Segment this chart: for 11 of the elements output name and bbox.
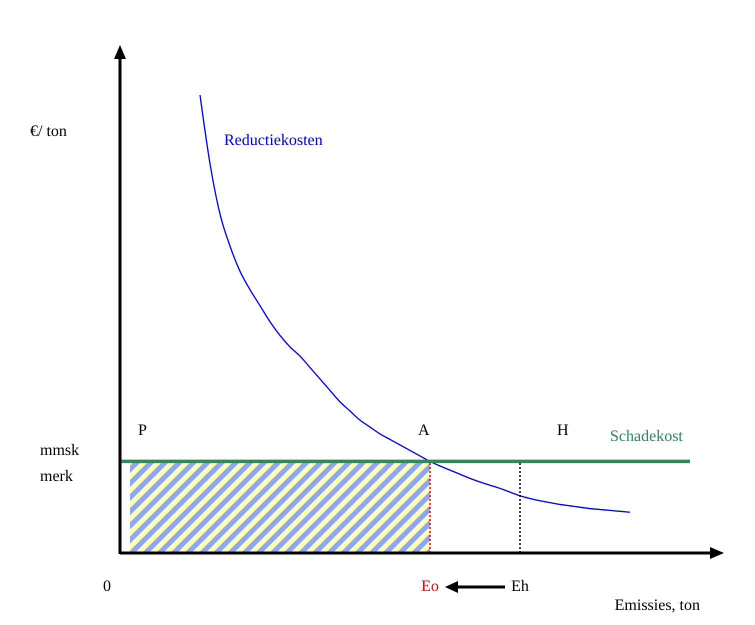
x-tick-label: Eh [511,578,529,595]
x-tick-label: Eo [421,578,439,595]
text: 0 [103,578,111,595]
series-label: Schadekost [610,428,684,445]
annotation: P [138,422,147,439]
annotation: A [418,422,430,439]
y-axis-title: €/ ton [30,123,67,140]
series-label: Reductiekosten [224,132,323,149]
x-axis-title: Emissies, ton [614,597,700,614]
text: mmsk merk [40,442,80,485]
annotation: H [557,422,569,439]
